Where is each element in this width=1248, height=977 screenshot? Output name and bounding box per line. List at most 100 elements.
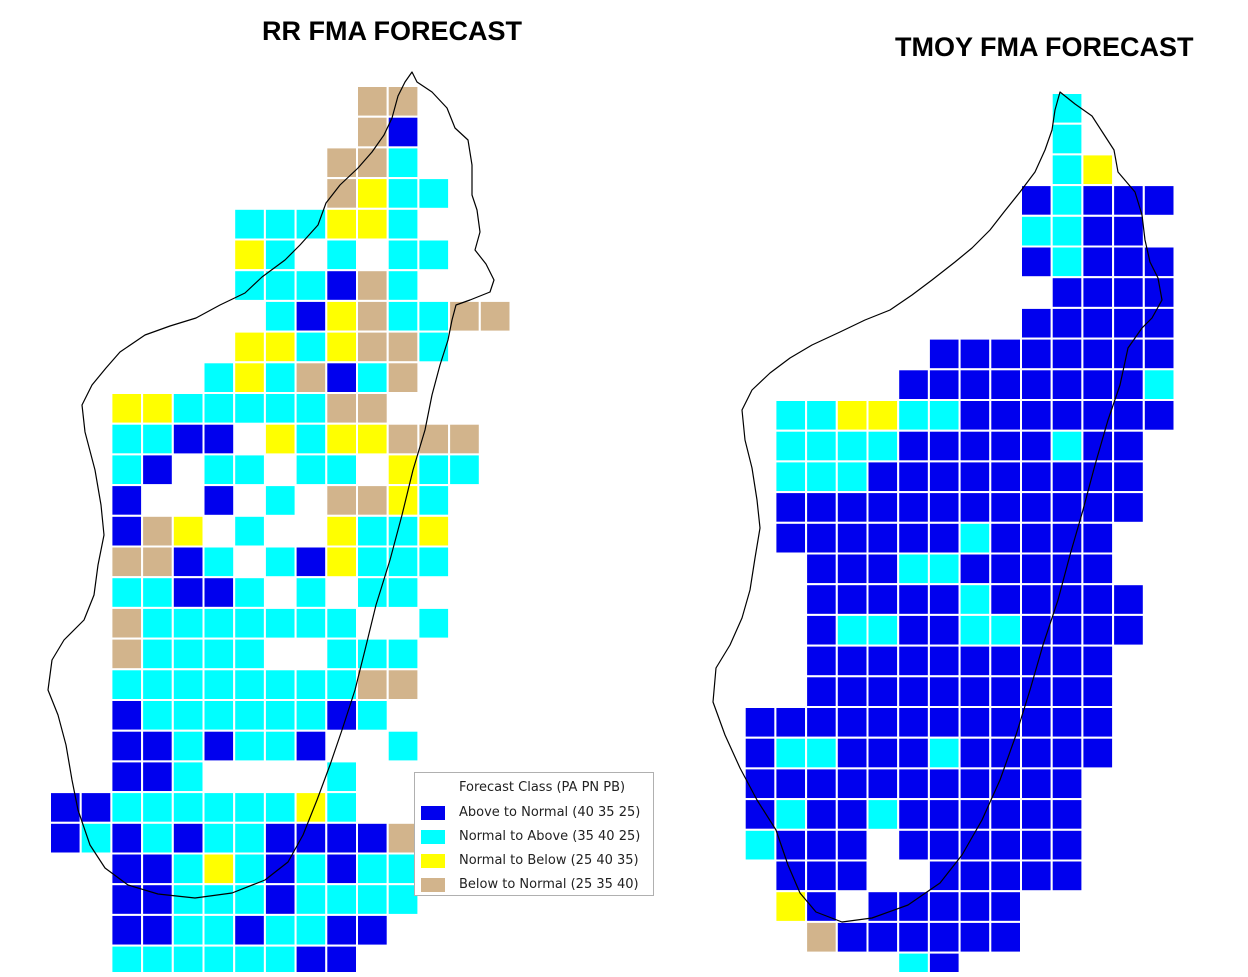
grid-cell-normal-to-above [202,791,236,824]
grid-cell-normal-to-below [356,207,389,241]
grid-cell-above-to-normal [774,706,808,739]
grid-cell-above-to-normal [1050,583,1084,616]
grid-cell-above-to-normal [835,859,869,893]
grid-cell-below-to-normal [417,422,451,456]
grid-cell-above-to-normal [805,828,838,862]
grid-cell-above-to-normal [1050,736,1084,770]
grid-cell-above-to-normal [1020,859,1053,893]
grid-cell-above-to-normal [1112,245,1145,279]
grid-cell-above-to-normal [1020,767,1053,801]
grid-cell-above-to-normal [927,798,961,831]
grid-cell-above-to-normal [958,736,992,770]
grid-cell-normal-to-above [233,392,266,425]
grid-cell-above-to-normal [927,767,961,801]
grid-cell-normal-to-below [835,399,869,432]
grid-cell-normal-to-below [141,392,174,425]
grid-cell-below-to-normal [356,484,389,517]
grid-cell-above-to-normal [927,337,961,371]
grid-cell-above-to-normal [897,920,930,954]
grid-cell-normal-to-above [202,606,236,640]
grid-cell-above-to-normal [866,706,900,739]
legend-item-above-to-normal: Above to Normal (40 35 25) [421,805,651,821]
grid-cell-above-to-normal [866,890,900,923]
grid-cell-above-to-normal [743,736,777,770]
grid-cell-normal-to-above [171,852,205,886]
grid-cell-above-to-normal [897,491,930,524]
grid-cell-above-to-normal [1142,337,1176,371]
grid-cell-above-to-normal [835,675,869,708]
grid-cell-normal-to-above [1050,214,1084,248]
grid-cell-above-to-normal [294,821,328,855]
grid-cell-normal-to-above [743,828,777,862]
grid-cell-normal-to-above [386,146,420,180]
grid-cell-normal-to-above [110,668,144,701]
grid-cell-above-to-normal [1020,491,1053,524]
grid-cell-above-to-normal [1050,368,1084,401]
grid-cell-normal-to-above [356,699,389,732]
grid-cell-above-to-normal [927,491,961,524]
legend-swatch-normal-below [421,854,445,868]
grid-cell-above-to-normal [1020,736,1053,770]
grid-cell-above-to-normal [1112,613,1145,647]
grid-cell-below-to-normal [478,299,512,333]
grid-cell-normal-to-above [233,821,266,855]
grid-cell-normal-to-above [927,552,961,586]
grid-cell-normal-to-above [202,913,236,947]
grid-cell-normal-to-above [79,821,113,855]
grid-cell-normal-to-below [233,238,266,272]
grid-cell-above-to-normal [1020,399,1053,432]
grid-cell-above-to-normal [989,491,1022,524]
grid-cell-above-to-normal [294,545,328,579]
grid-cell-below-to-normal [141,545,174,579]
grid-cell-normal-to-above [263,944,297,977]
grid-cell-normal-to-above [263,484,297,517]
grid-cell-above-to-normal [835,521,869,555]
grid-cell-above-to-normal [263,883,297,916]
grid-cell-above-to-normal [110,514,144,548]
grid-cell-normal-to-below [294,791,328,824]
grid-cell-normal-to-above [202,883,236,916]
grid-cell-above-to-normal [110,760,144,794]
grid-cell-above-to-normal [897,706,930,739]
grid-cell-above-to-normal [1142,399,1176,432]
grid-cell-normal-to-above [866,613,900,647]
grid-cell-above-to-normal [897,767,930,801]
grid-cell-normal-to-above [417,330,451,364]
grid-cell-normal-to-above [263,729,297,763]
grid-cell-above-to-normal [927,706,961,739]
grid-cell-above-to-normal [1050,644,1084,678]
grid-cell-above-to-normal [743,706,777,739]
legend-label: Normal to Below (25 40 35) [459,853,639,868]
grid-cell-above-to-normal [171,545,205,579]
grid-cell-above-to-normal [958,767,992,801]
grid-cell-normal-to-above [171,699,205,732]
grid-cell-above-to-normal [958,491,992,524]
grid-cell-normal-to-above [263,299,297,333]
grid-cell-below-to-normal [141,514,174,548]
grid-cell-above-to-normal [202,484,236,517]
grid-cell-normal-to-below [263,330,297,364]
grid-cell-above-to-normal [356,913,389,947]
grid-cell-normal-to-above [1050,153,1084,187]
grid-cell-normal-to-above [141,699,174,732]
grid-cell-above-to-normal [866,460,900,494]
grid-cell-normal-to-above [386,729,420,763]
grid-cell-normal-to-above [356,545,389,579]
grid-cell-above-to-normal [1050,767,1084,801]
grid-cell-normal-to-below [233,330,266,364]
grid-cell-above-to-normal [866,552,900,586]
grid-cell-above-to-normal [897,521,930,555]
grid-cell-below-to-normal [294,361,328,394]
grid-cell-normal-to-above [233,453,266,487]
grid-cell-above-to-normal [958,890,992,923]
grid-cell-above-to-normal [1081,399,1115,432]
grid-cell-above-to-normal [989,644,1022,678]
grid-cell-normal-to-above [233,944,266,977]
grid-cell-normal-to-above [141,422,174,456]
grid-cell-below-to-normal [386,361,420,394]
grid-cell-above-to-normal [774,828,808,862]
grid-cell-above-to-normal [1020,337,1053,371]
grid-cell-above-to-normal [835,828,869,862]
grid-cell-above-to-normal [325,699,358,732]
